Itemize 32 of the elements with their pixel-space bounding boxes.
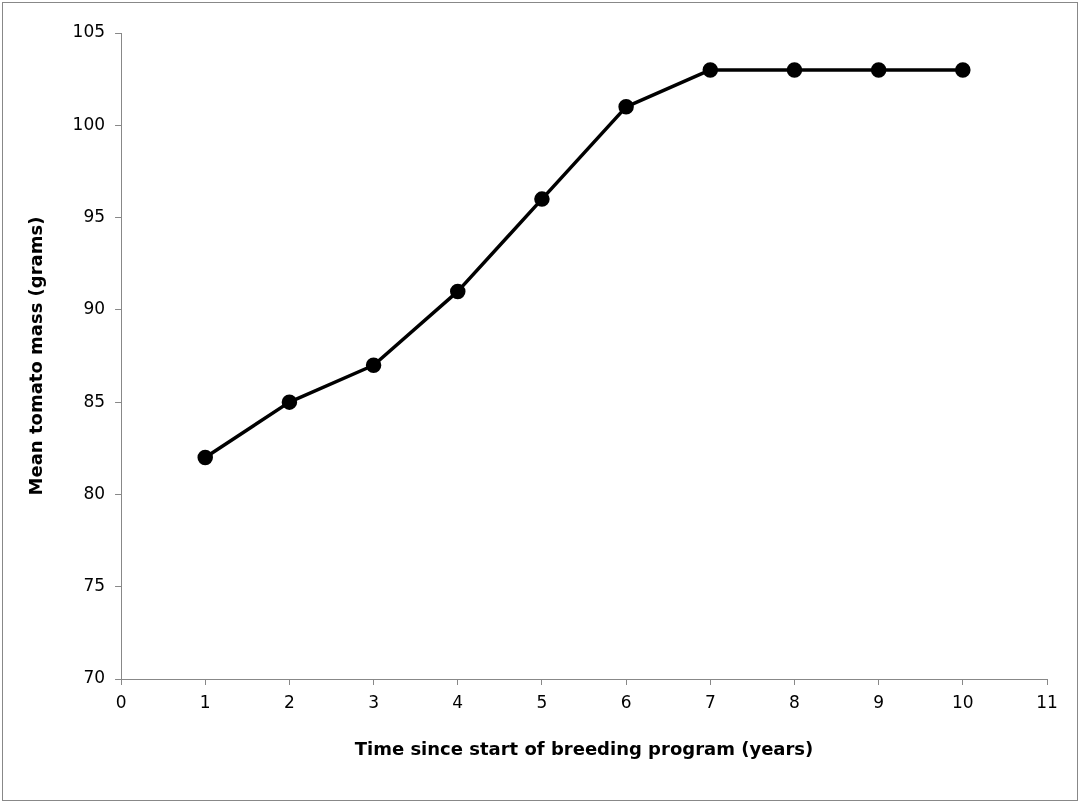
x-tick-label: 5 [536, 691, 548, 712]
y-tick-label: 95 [83, 205, 106, 226]
point [197, 449, 213, 466]
x-tick-label: 0 [115, 691, 127, 712]
point [365, 357, 382, 373]
y-tick-label: 75 [83, 575, 106, 596]
point [786, 62, 803, 78]
point [450, 283, 466, 300]
x-tick-label: 7 [704, 691, 716, 712]
y-tick-label: 70 [83, 667, 106, 688]
point [702, 62, 719, 78]
x-tick-label: 10 [952, 691, 974, 712]
x-tick-label: 11 [1036, 691, 1058, 712]
point [534, 191, 550, 207]
x-tick-label: 8 [789, 691, 800, 712]
x-tick-label: 4 [452, 691, 464, 712]
y-axis-title: Mean tomato mass (grams) [25, 216, 47, 496]
x-tick-label: 9 [873, 691, 885, 712]
point [955, 62, 971, 78]
x-axis-title: Time since start of breeding program (years) [354, 737, 814, 759]
x-tick-label: 3 [368, 691, 379, 712]
point [281, 394, 298, 410]
point [870, 62, 887, 78]
point [618, 99, 634, 115]
y-tick-label: 100 [72, 113, 106, 134]
x-tick-label: 1 [199, 691, 211, 712]
y-tick-label: 80 [83, 482, 106, 503]
x-tick-label: 2 [283, 691, 295, 712]
y-tick-label: 105 [72, 21, 106, 42]
x-tick-label: 6 [620, 691, 632, 712]
y-tick-label: 90 [83, 298, 106, 319]
y-tick-label: 85 [83, 390, 106, 411]
